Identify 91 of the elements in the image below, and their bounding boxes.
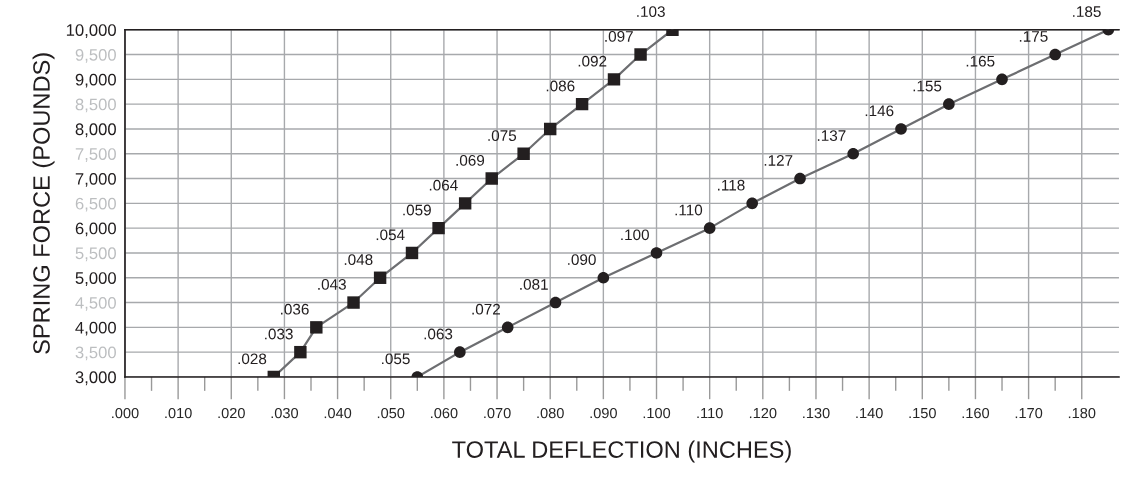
annotation: .033 [265,328,293,340]
y-tick-label: 6,500 [75,197,116,212]
point [650,247,663,259]
annotation: .055 [382,353,410,365]
annotation: .086 [546,80,575,92]
annotation: .090 [568,254,596,266]
annotation: .075 [488,130,517,142]
point [454,346,466,358]
point [347,296,360,309]
annotation: .064 [429,179,458,191]
point [405,246,419,260]
x-tick-label: .180 [1068,407,1096,419]
annotation: .110 [675,204,703,216]
annotation: .081 [520,279,548,290]
point [458,197,472,210]
annotation: .118 [718,179,745,191]
x-tick-label: .170 [1015,407,1043,419]
y-tick-label: 7,000 [75,172,116,187]
point [895,123,907,135]
annotation: .036 [281,303,309,315]
point [996,73,1008,86]
point [703,222,716,234]
point [847,147,859,160]
y-tick-label: 3,500 [75,346,116,361]
y-axis-title: SPRING FORCE (POUNDS) [32,53,55,354]
point [549,296,562,309]
annotation: .146 [865,105,894,117]
point [634,48,647,61]
y-tick-label: 4,500 [75,296,116,311]
point [294,345,307,359]
annotation: .137 [817,130,846,142]
x-tick-label: .120 [749,407,777,419]
point [1049,48,1061,61]
x-tick-label: .000 [112,407,139,419]
annotation: .097 [605,31,633,42]
y-tick-label: 9,500 [75,48,116,63]
point [485,172,498,185]
point [501,321,514,334]
point [432,221,445,235]
annotation: .063 [424,328,453,340]
x-tick-label: .160 [962,407,990,419]
point [794,172,806,185]
x-tick-label: .080 [537,407,564,419]
point [597,271,610,284]
annotation: .028 [238,353,267,365]
y-tick-label: 8,000 [75,123,116,138]
annotation: .185 [1073,6,1101,18]
annotation: .175 [1019,31,1048,42]
x-tick-label: .100 [643,407,671,419]
annotation: .059 [403,204,431,216]
x-axis-title: TOTAL DEFLECTION (INCHES) [452,440,791,463]
annotation: .072 [472,303,500,315]
annotation: .054 [376,229,405,241]
x-tick-label: .010 [165,407,192,419]
point [543,122,557,136]
x-tick-label: .030 [271,407,299,419]
annotation: .127 [764,155,793,166]
x-tick-label: .070 [484,407,511,419]
point [746,197,758,210]
x-tick-label: .150 [909,407,936,419]
point [943,98,955,110]
point [607,73,621,86]
annotation: .092 [578,55,607,67]
x-tick-label: .140 [856,407,883,419]
y-tick-label: 7,500 [75,148,116,162]
x-tick-label: .040 [324,407,352,419]
annotation: .103 [637,6,665,18]
y-tick-label: 8,500 [75,98,116,113]
annotation: .100 [621,229,649,241]
y-tick-label: 5,500 [75,247,116,262]
x-tick-label: .050 [377,407,405,419]
x-tick-label: .020 [218,407,245,419]
point [310,321,323,334]
annotation: .069 [456,155,485,166]
x-tick-label: .110 [697,407,723,419]
x-tick-label: .060 [431,407,458,419]
x-tick-label: .130 [803,407,830,419]
y-tick-label: 9,000 [75,73,116,88]
y-tick-label: 4,000 [75,321,116,336]
y-tick-label: 6,000 [75,222,116,237]
point [517,147,530,160]
x-tick-label: .090 [590,407,617,419]
annotation: .165 [966,55,995,67]
y-tick-label: 10,000 [66,24,116,38]
y-tick-label: 5,000 [75,272,116,286]
annotation: .155 [913,80,942,92]
y-tick-label: 3,000 [75,371,116,386]
annotation: .043 [318,279,346,290]
point [373,271,387,284]
annotation: .048 [344,254,373,266]
point [575,97,589,111]
